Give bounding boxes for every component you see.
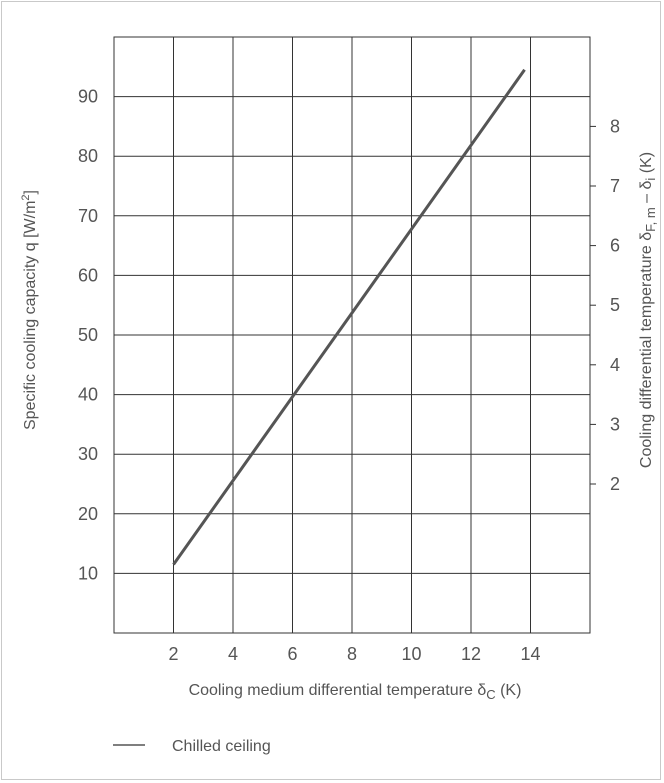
x-tick-labels: 2 4 6 8 10 12 14 [168, 644, 540, 664]
y2-tick-label: 6 [610, 236, 620, 256]
x-tick-label: 14 [520, 644, 540, 664]
x-tick-label: 8 [347, 644, 357, 664]
y2-tick-label: 3 [610, 414, 620, 434]
y-tick-label: 10 [78, 563, 98, 583]
y-tick-label: 70 [78, 206, 98, 226]
y-tick-label: 90 [78, 87, 98, 107]
x-tick-label: 6 [287, 644, 297, 664]
y2-tick-label: 5 [610, 295, 620, 315]
y-tick-label: 80 [78, 146, 98, 166]
x-tick-label: 10 [401, 644, 421, 664]
x-tick-label: 4 [228, 644, 238, 664]
series-layer [172, 68, 526, 566]
series-line-chilled-ceiling [172, 68, 526, 566]
y2-tick-label: 7 [610, 176, 620, 196]
y-tick-label: 20 [78, 504, 98, 524]
y2-axis-title: Cooling differential temperature δF, m –… [638, 152, 658, 468]
y2-tick-labels: 2 3 4 5 6 7 8 [590, 116, 620, 494]
y2-tick-label: 4 [610, 355, 620, 375]
y2-tick-label: 8 [610, 116, 620, 136]
y-tick-label: 30 [78, 444, 98, 464]
x-tick-label: 12 [461, 644, 481, 664]
y-tick-labels: 10 20 30 40 50 60 70 80 90 [78, 87, 98, 584]
x-tick-label: 2 [168, 644, 178, 664]
y2-tick-label: 2 [610, 474, 620, 494]
y-axis-title: Specific cooling capacity q [W/m2] [20, 190, 39, 430]
y-tick-label: 60 [78, 265, 98, 285]
x-axis-title: Cooling medium differential temperature … [189, 682, 522, 702]
legend-label: Chilled ceiling [172, 738, 271, 755]
y-tick-label: 40 [78, 385, 98, 405]
grid [113, 36, 591, 634]
y-tick-label: 50 [78, 325, 98, 345]
